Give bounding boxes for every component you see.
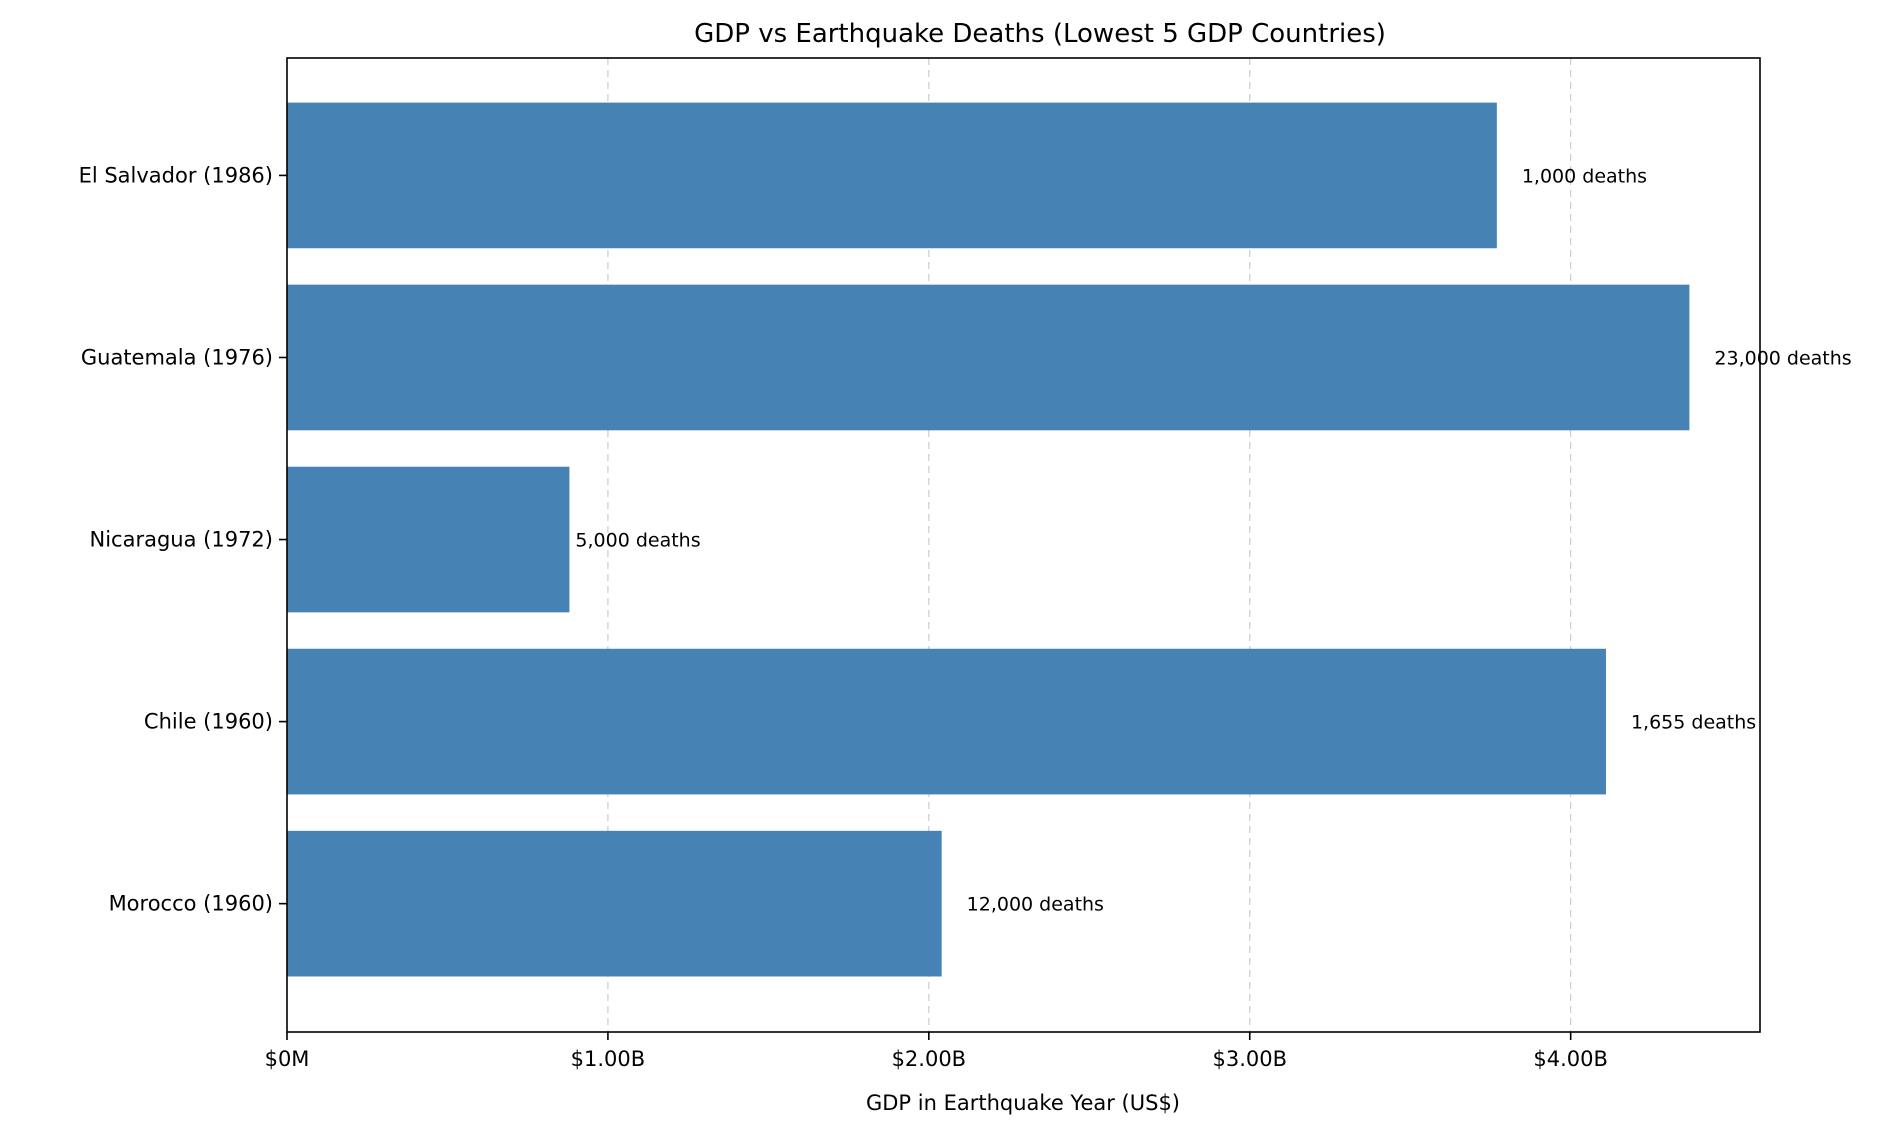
x-axis-label: GDP in Earthquake Year (US$) xyxy=(866,1091,1180,1115)
bar xyxy=(287,830,942,977)
data-label: 23,000 deaths xyxy=(1714,347,1851,369)
data-label: 5,000 deaths xyxy=(575,530,700,552)
x-tick-label: $3.00B xyxy=(1212,1047,1287,1071)
data-label: 1,000 deaths xyxy=(1522,165,1647,187)
bar xyxy=(287,284,1690,431)
bar xyxy=(287,648,1606,795)
y-tick-label: Nicaragua (1972) xyxy=(90,528,273,552)
y-axis: El Salvador (1986) Guatemala (1976) Nicara… xyxy=(79,163,287,916)
chart-title: GDP vs Earthquake Deaths (Lowest 5 GDP C… xyxy=(694,19,1386,49)
data-label: 12,000 deaths xyxy=(967,894,1104,916)
data-label: 1,655 deaths xyxy=(1631,712,1756,734)
x-axis: $0M $1.00B $2.00B $3.00B $4.00B xyxy=(265,1032,1608,1071)
plot-frame xyxy=(286,57,1761,1033)
data-label-layer: 1,000 deaths 23,000 deaths 5,000 deaths 1,6… xyxy=(575,165,1851,915)
bar xyxy=(287,466,570,613)
x-tick-label: $1.00B xyxy=(571,1047,646,1071)
x-tick-label: $0M xyxy=(265,1047,310,1071)
bar-layer xyxy=(287,102,1690,977)
x-tick-label: $2.00B xyxy=(892,1047,967,1071)
y-tick-label: Chile (1960) xyxy=(144,710,273,734)
bar xyxy=(287,102,1497,249)
y-tick-label: Morocco (1960) xyxy=(109,892,273,916)
y-tick-label: El Salvador (1986) xyxy=(79,163,273,187)
y-tick-label: Guatemala (1976) xyxy=(81,345,273,369)
x-tick-label: $4.00B xyxy=(1533,1047,1608,1071)
